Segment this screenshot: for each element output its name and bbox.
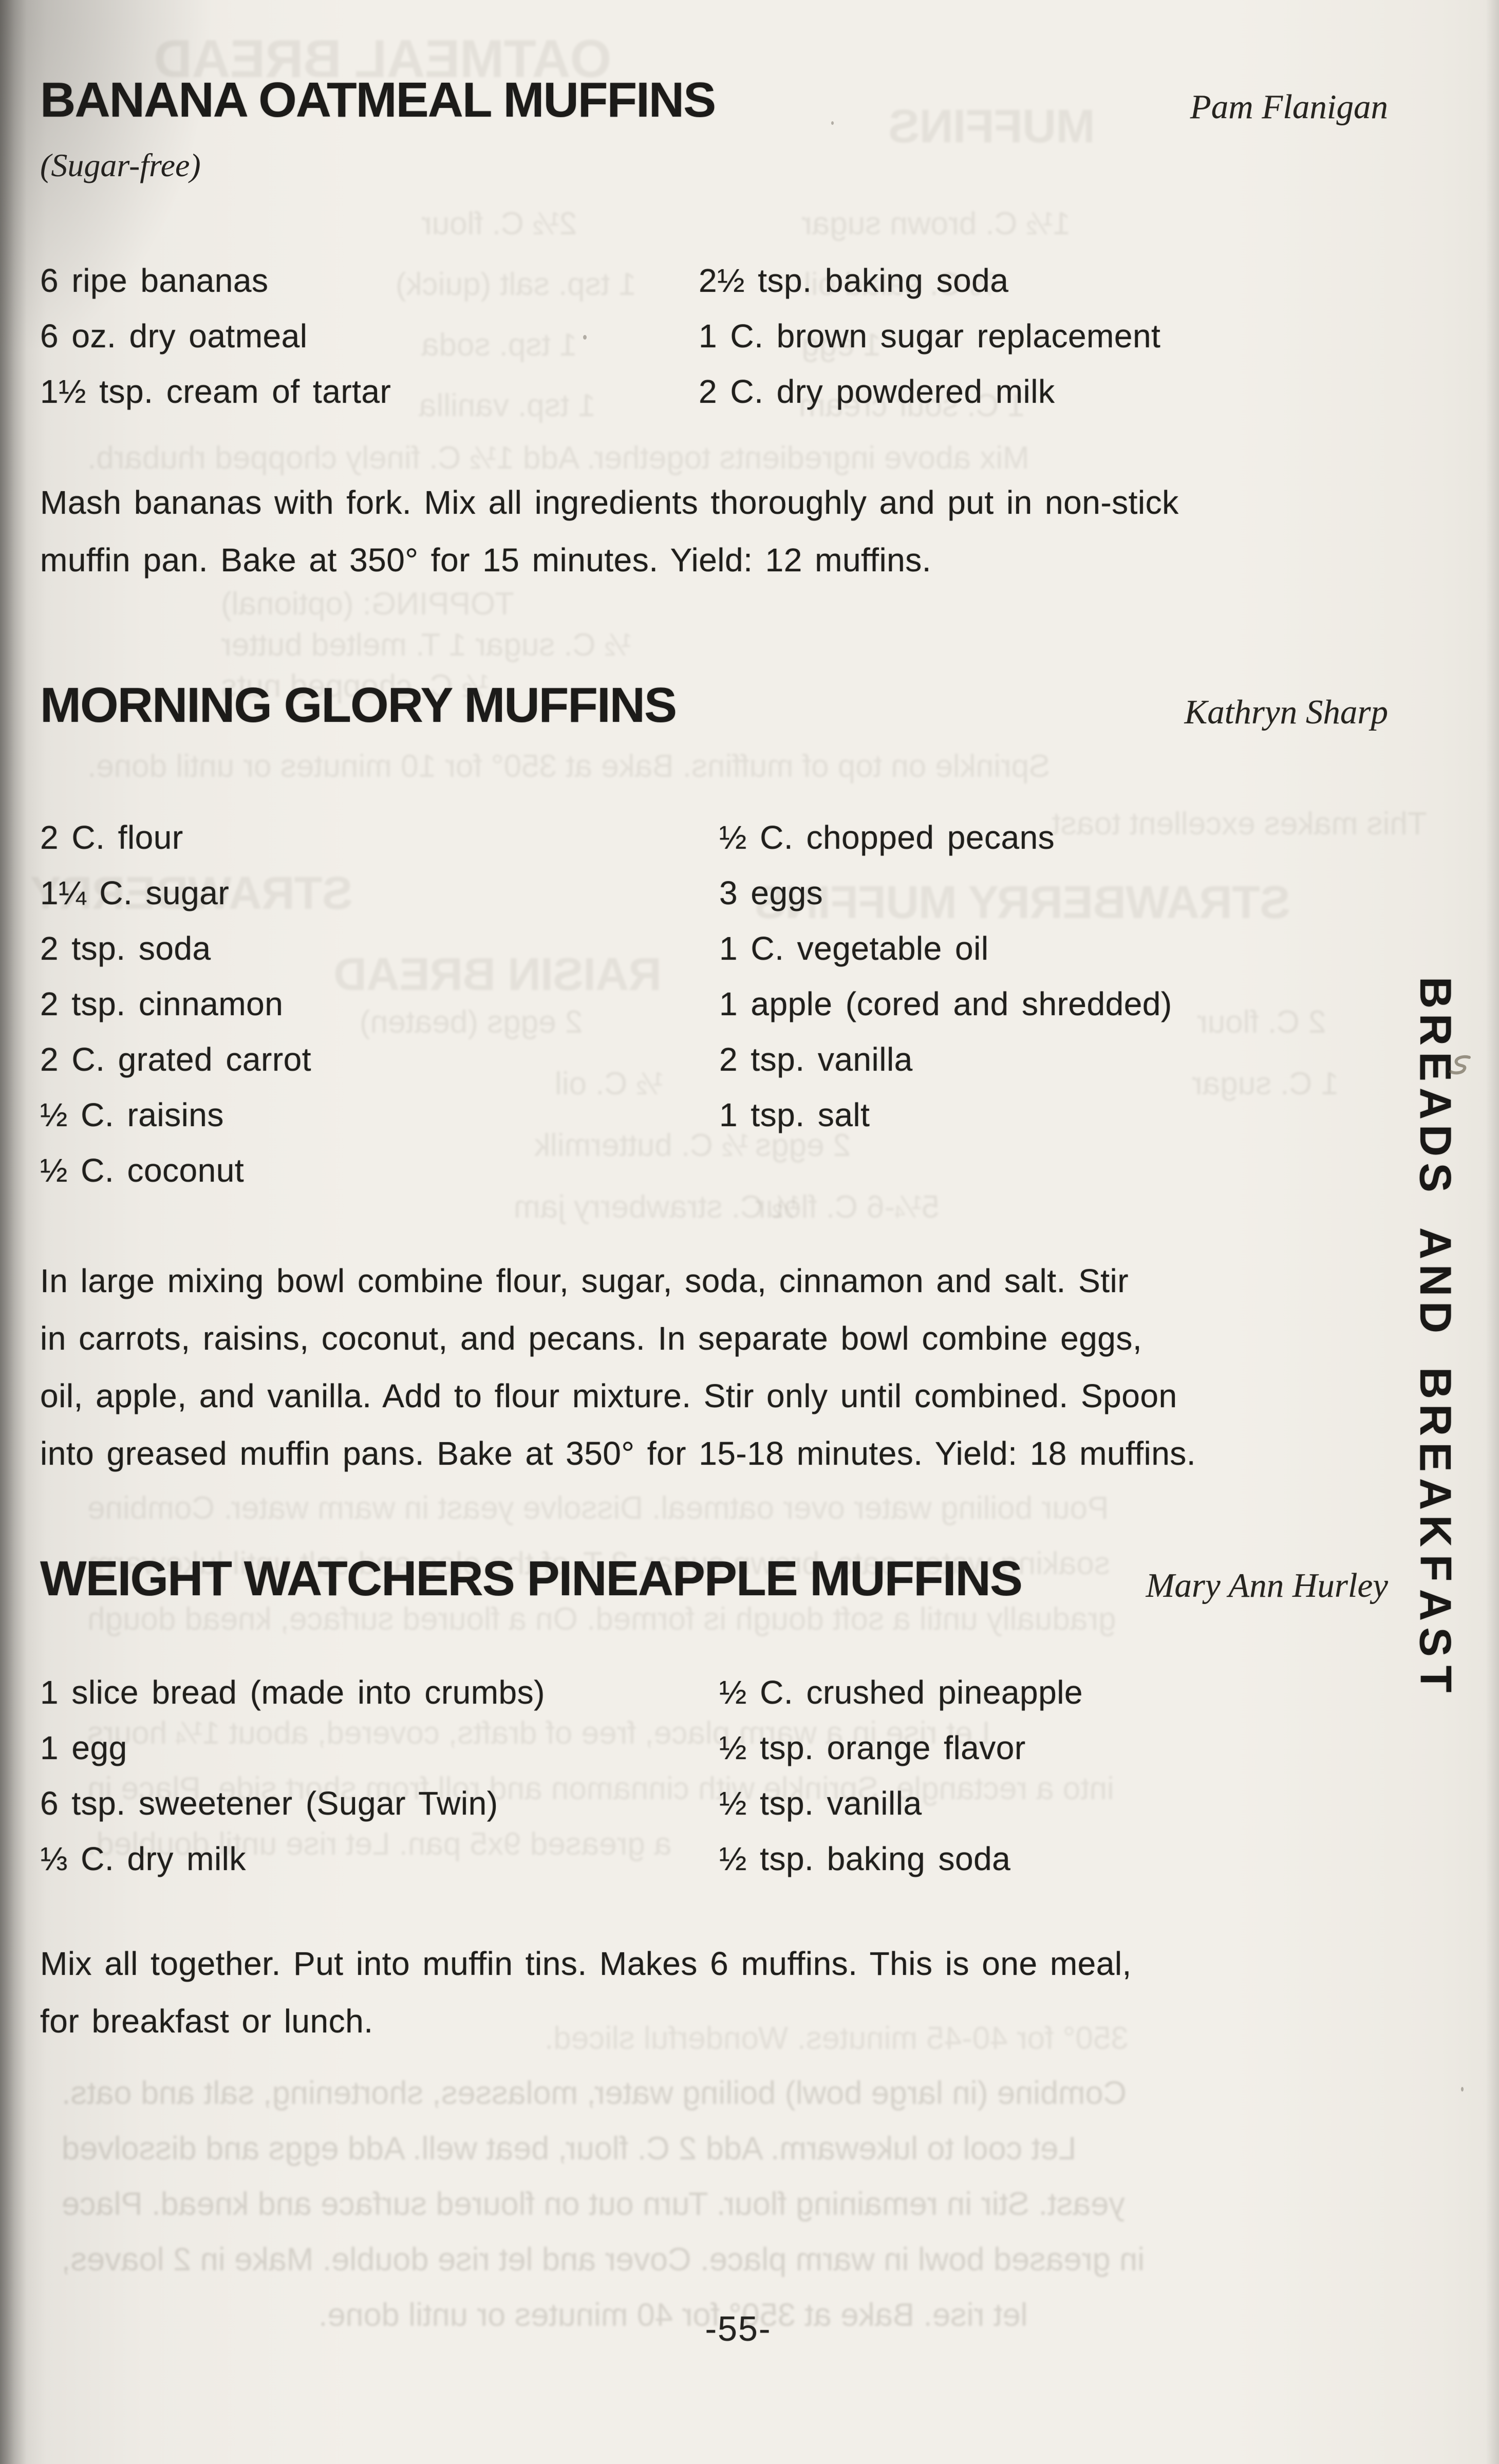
section-tab-letter: N	[1410, 1264, 1460, 1297]
section-tab-letter: R	[1410, 1404, 1460, 1436]
bleed-through-text: Combine (in large bowl) boiling water, m…	[62, 2075, 1127, 2111]
section-tab-letter: A	[1410, 1087, 1460, 1120]
section-tab-letter: E	[1411, 1442, 1460, 1472]
directions-line: for breakfast or lunch.	[40, 2003, 373, 2040]
section-tab-letter: K	[1410, 1515, 1460, 1547]
ingredient-line: ½ C. chopped pecans	[719, 819, 1055, 856]
ingredient-line: 6 oz. dry oatmeal	[40, 318, 308, 354]
ingredient-line: 2 tsp. cinnamon	[40, 985, 284, 1022]
ingredient-line: 1 slice bread (made into crumbs)	[40, 1674, 545, 1711]
recipe-header: BANANA OATMEAL MUFFINS Pam Flanigan	[40, 73, 1388, 127]
ingredient-line: 3 eggs	[719, 874, 823, 911]
ingredient-line: 1 egg	[40, 1729, 127, 1766]
section-tab-letter: D	[1410, 1301, 1460, 1334]
bleed-through-text: TOPPING: (optional)	[221, 586, 514, 622]
scan-shadow-right	[1486, 0, 1499, 2464]
ingredient-line: 1½ tsp. cream of tartar	[40, 373, 391, 410]
page-number: -55-	[705, 2309, 772, 2348]
section-tab-letter: D	[1410, 1124, 1460, 1157]
recipe-directions: In large mixing bowl combine flour, suga…	[40, 1252, 1388, 1482]
ingredient-line: 2 tsp. soda	[40, 930, 211, 967]
directions-line: Mash bananas with fork. Mix all ingredie…	[40, 484, 1179, 521]
ingredient-line: 6 ripe bananas	[40, 262, 269, 299]
bleed-through-text: Pour boiling water over oatmeal. Dissolv…	[87, 1490, 1109, 1526]
ingredient-line: 1 tsp. salt	[719, 1096, 870, 1133]
recipe-header: MORNING GLORY MUFFINS Kathryn Sharp	[40, 678, 1388, 733]
directions-line: muffin pan. Bake at 350° for 15 minutes.…	[40, 542, 932, 578]
recipe-note: (Sugar-free)	[40, 147, 201, 183]
directions-line: in carrots, raisins, coconut, and pecans…	[40, 1320, 1142, 1357]
recipe-directions: Mash bananas with fork. Mix all ingredie…	[40, 474, 1388, 589]
ingredient-list: 6 ripe bananas 6 oz. dry oatmeal 1½ tsp. c…	[40, 253, 1388, 410]
dust-speck	[831, 121, 834, 125]
ingredient-line: ½ C. crushed pineapple	[719, 1674, 1083, 1711]
directions-line: Mix all together. Put into muffin tins. …	[40, 1945, 1132, 1982]
section-tab-letter: F	[1410, 1554, 1460, 1582]
ingredient-column-right: ½ C. chopped pecans 3 eggs 1 C. vegetable …	[719, 810, 1172, 1143]
section-tab-letter: A	[1410, 1589, 1460, 1621]
section-tab-word-gap	[1409, 1196, 1462, 1225]
bleed-through-text: ½ C. sugar 1 T. melted butter	[221, 627, 631, 663]
pen-mark	[1449, 1055, 1471, 1075]
ingredient-line: ½ C. coconut	[40, 1152, 245, 1189]
section-tab-letter: S	[1411, 1163, 1460, 1192]
ingredient-line: ½ C. raisins	[40, 1096, 224, 1133]
ingredient-line: ½ tsp. vanilla	[719, 1785, 922, 1822]
ingredient-line: 2½ tsp. baking soda	[699, 262, 1009, 299]
bleed-through-text: yeast. Stir in remaining flour. Turn out…	[62, 2186, 1125, 2222]
recipe-morning-glory-muffins: MORNING GLORY MUFFINS Kathryn Sharp 2 C.…	[40, 678, 1388, 1482]
directions-line: into greased muffin pans. Bake at 350° f…	[40, 1435, 1196, 1472]
section-tab-letter: B	[1410, 976, 1460, 1009]
ingredient-column-left: 2 C. flour 1¼ C. sugar 2 tsp. soda 2 tsp. c…	[40, 810, 311, 1198]
recipe-author: Pam Flanigan	[1190, 88, 1388, 126]
ingredient-list: 1 slice bread (made into crumbs) 1 egg 6 t…	[40, 1665, 1388, 1877]
section-tab-letter: S	[1411, 1627, 1460, 1657]
recipe-weight-watchers-pineapple-muffins: WEIGHT WATCHERS PINEAPPLE MUFFINS Mary A…	[40, 1552, 1388, 2050]
ingredient-line: 6 tsp. sweetener (Sugar Twin)	[40, 1785, 498, 1822]
ingredient-line: ⅓ C. dry milk	[40, 1840, 246, 1877]
section-tab-letter: B	[1410, 1367, 1460, 1399]
ingredient-column-left: 6 ripe bananas 6 oz. dry oatmeal 1½ tsp. c…	[40, 253, 391, 419]
recipe-directions: Mix all together. Put into muffin tins. …	[40, 1935, 1388, 2050]
recipe-title: BANANA OATMEAL MUFFINS	[40, 72, 716, 127]
scan-shadow-top-left	[0, 0, 216, 360]
directions-line: oil, apple, and vanilla. Add to flour mi…	[40, 1377, 1177, 1414]
ingredient-line: ½ tsp. baking soda	[719, 1840, 1011, 1877]
ingredient-line: 1 C. brown sugar replacement	[699, 318, 1161, 354]
section-tab-letter: T	[1410, 1665, 1460, 1693]
directions-line: In large mixing bowl combine flour, suga…	[40, 1262, 1129, 1299]
ingredient-line: 2 C. flour	[40, 819, 183, 856]
recipe-author: Kathryn Sharp	[1184, 693, 1388, 731]
ingredient-line: 2 C. dry powdered milk	[699, 373, 1055, 410]
ingredient-line: 2 C. grated carrot	[40, 1041, 311, 1078]
ingredient-line: 1 C. vegetable oil	[719, 930, 989, 967]
ingredient-line: 1 apple (cored and shredded)	[719, 985, 1172, 1022]
recipe-banana-oatmeal-muffins: BANANA OATMEAL MUFFINS Pam Flanigan (Sug…	[40, 73, 1388, 589]
ingredient-column-right: ½ C. crushed pineapple ½ tsp. orange flav…	[719, 1665, 1083, 1887]
ingredient-column-left: 1 slice bread (made into crumbs) 1 egg 6 t…	[40, 1665, 545, 1887]
ingredient-line: 2 tsp. vanilla	[719, 1041, 913, 1078]
recipe-title: MORNING GLORY MUFFINS	[40, 678, 677, 733]
section-tab-letter: A	[1410, 1227, 1460, 1260]
recipe-author: Mary Ann Hurley	[1146, 1566, 1388, 1604]
ingredient-line: ½ tsp. orange flavor	[719, 1729, 1026, 1766]
ingredient-column-right: 2½ tsp. baking soda 1 C. brown sugar repl…	[699, 253, 1160, 419]
dust-speck	[583, 335, 587, 340]
section-tab-letter: A	[1410, 1478, 1460, 1510]
bleed-through-text: in greased bowl in warm place. Cover and…	[62, 2242, 1145, 2278]
section-tab-letter: R	[1410, 1013, 1460, 1046]
section-tab-word-gap	[1409, 1336, 1462, 1365]
ingredient-line: 1¼ C. sugar	[40, 874, 230, 911]
recipe-title: WEIGHT WATCHERS PINEAPPLE MUFFINS	[40, 1551, 1023, 1606]
bleed-through-text: Let cool to lukewarm. Add 2 C. flour, be…	[62, 2131, 1077, 2167]
dust-speck	[1461, 2087, 1464, 2092]
recipe-header: WEIGHT WATCHERS PINEAPPLE MUFFINS Mary A…	[40, 1552, 1388, 1606]
scan-shadow-left	[0, 0, 27, 2464]
ingredient-list: 2 C. flour 1¼ C. sugar 2 tsp. soda 2 tsp. c…	[40, 810, 1388, 1189]
